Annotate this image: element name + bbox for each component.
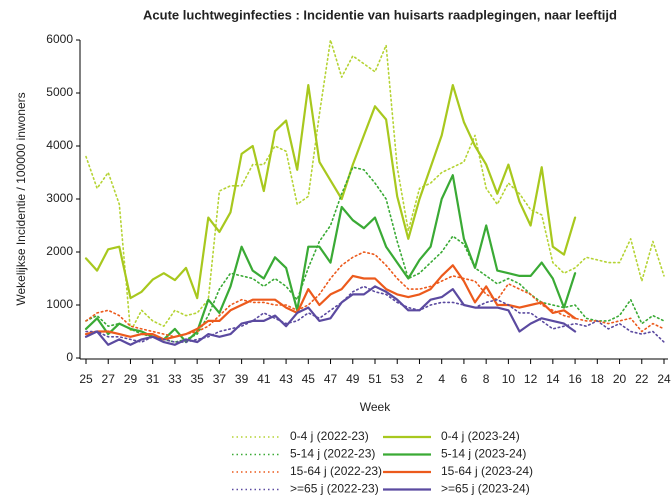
x-tick-label: 20: [613, 372, 627, 386]
legend-label: >=65 j (2023-24): [441, 482, 530, 496]
y-tick-label: 5000: [46, 85, 73, 99]
x-tick-label: 8: [483, 372, 490, 386]
series-line: [84, 285, 577, 346]
y-tick-label: 2000: [46, 244, 73, 258]
x-tick-label: 2: [416, 372, 423, 386]
series-line: [84, 174, 577, 344]
x-tick-label: 12: [524, 372, 538, 386]
y-tick-label: 6000: [46, 32, 73, 46]
x-tick-label: 4: [438, 372, 445, 386]
x-tick-label: 45: [302, 372, 316, 386]
x-tick-label: 43: [279, 372, 293, 386]
legend-label: 0-4 j (2023-24): [441, 429, 520, 443]
x-tick-label: 35: [190, 372, 204, 386]
series-line: [85, 39, 665, 333]
chart-title: Acute luchtweginfecties : Incidentie van…: [143, 7, 617, 22]
y-tick-label: 0: [66, 350, 73, 364]
x-tick-label: 33: [168, 372, 182, 386]
x-tick-label: 47: [324, 372, 338, 386]
x-tick-label: 14: [546, 372, 560, 386]
x-tick-label: 53: [391, 372, 405, 386]
x-tick-label: 51: [368, 372, 382, 386]
series-line: [85, 251, 665, 338]
y-tick-label: 1000: [46, 297, 73, 311]
x-tick-label: 22: [635, 372, 649, 386]
y-axis-label: Wekelijkse Incidentie / 100000 inwoners: [14, 92, 28, 305]
y-tick-label: 4000: [46, 138, 73, 152]
legend-label: 5-14 j (2023-24): [441, 447, 526, 461]
series-line: [85, 166, 665, 343]
x-tick-label: 37: [213, 372, 227, 386]
x-tick-label: 39: [235, 372, 249, 386]
y-tick-label: 3000: [46, 191, 73, 205]
x-tick-label: 25: [79, 372, 93, 386]
x-tick-label: 6: [461, 372, 468, 386]
x-tick-label: 27: [102, 372, 116, 386]
series-line: [84, 83, 577, 300]
x-tick-label: 49: [346, 372, 360, 386]
legend-label: >=65 j (2022-23): [290, 482, 379, 496]
legend-label: 15-64 j (2022-23): [290, 464, 382, 478]
x-tick-label: 18: [591, 372, 605, 386]
x-axis-label: Week: [360, 400, 391, 414]
legend-label: 15-64 j (2023-24): [441, 464, 533, 478]
x-tick-label: 24: [657, 372, 671, 386]
x-tick-label: 41: [257, 372, 271, 386]
legend-label: 0-4 j (2022-23): [290, 429, 369, 443]
x-tick-label: 16: [568, 372, 582, 386]
legend-label: 5-14 j (2022-23): [290, 447, 375, 461]
x-tick-label: 29: [124, 372, 138, 386]
x-tick-label: 31: [146, 372, 160, 386]
x-tick-label: 10: [502, 372, 516, 386]
series-line: [84, 264, 577, 341]
